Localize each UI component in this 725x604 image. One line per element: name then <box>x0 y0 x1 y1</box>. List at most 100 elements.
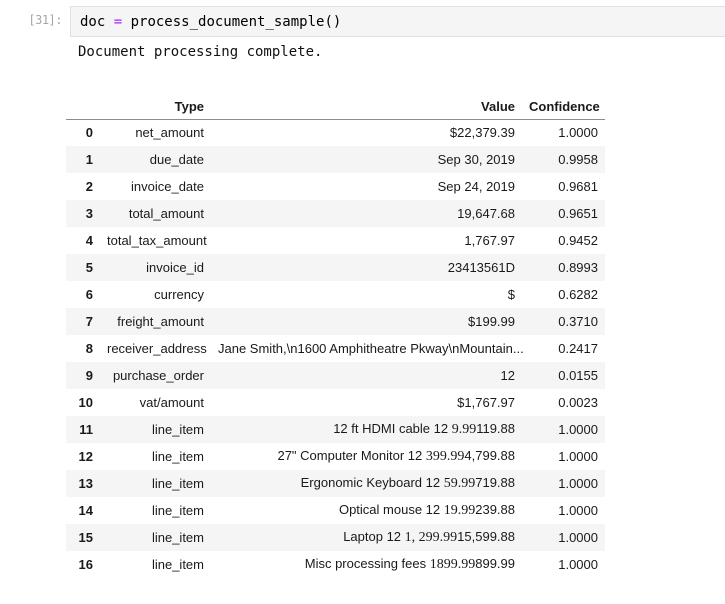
row-index-cell: 8 <box>85 341 93 356</box>
value-cell: $ <box>211 281 522 308</box>
value-cell: $1,767.97 <box>211 389 522 416</box>
type-cell: freight_amount <box>117 314 204 329</box>
row-index-cell: 1 <box>85 152 93 167</box>
value-cell: 12 ft HDMI cable 12 9.99119.88 <box>211 416 522 443</box>
confidence-cell: 0.9958 <box>558 152 598 167</box>
value-cell: 12 <box>211 362 522 389</box>
value-segment: 1,767.97 <box>464 233 515 248</box>
type-cell: due_date <box>149 152 204 167</box>
table-row: 16 line_item Misc processing fees 1899.998… <box>66 551 605 578</box>
value-segment: Laptop 12 <box>343 529 405 544</box>
table-row: 7 freight_amount $199.99 0.3710 <box>66 308 605 335</box>
confidence-cell: 1.0000 <box>558 422 598 437</box>
row-index-cell: 5 <box>85 260 93 275</box>
value-segment: Misc processing fees <box>304 556 430 571</box>
value-cell: Optical mouse 12 19.99239.88 <box>211 497 522 524</box>
value-segment: 1, 299.99 <box>404 530 458 545</box>
row-index-cell: 7 <box>85 314 93 329</box>
confidence-cell: 0.0155 <box>558 368 598 383</box>
value-segment: Sep 30, 2019 <box>437 152 515 167</box>
table-row: 9 purchase_order 12 0.0155 <box>66 362 605 389</box>
table-row: 12 line_item 27" Computer Monitor 12 399.9… <box>66 443 605 470</box>
row-index-cell: 2 <box>85 179 93 194</box>
value-cell: 19,647.68 <box>211 200 522 227</box>
value-segment: 239.88 <box>475 502 515 517</box>
value-segment: Optical mouse 12 <box>338 502 444 517</box>
table-row: 5 invoice_id 23413561D 0.8993 <box>66 254 605 281</box>
type-cell: line_item <box>151 503 204 518</box>
row-index-cell: 15 <box>78 530 93 545</box>
type-cell: purchase_order <box>112 368 204 383</box>
row-index-cell: 0 <box>85 125 93 141</box>
value-cell: Ergonomic Keyboard 12 59.99719.88 <box>211 470 522 497</box>
value-segment: $ <box>507 287 515 302</box>
value-segment: Jane Smith,\n1600 Amphitheatre Pkway\nMo… <box>218 341 524 356</box>
confidence-cell: 0.2417 <box>558 341 598 356</box>
value-cell: Laptop 12 1, 299.9915,599.88 <box>211 524 522 551</box>
value-segment: 719.88 <box>475 475 515 490</box>
table-row: 6 currency $0.6282 <box>66 281 605 308</box>
row-index-cell: 16 <box>78 557 93 572</box>
table-row: 11 line_item 12 ft HDMI cable 12 9.99119.8… <box>66 416 605 443</box>
row-index-cell: 10 <box>78 395 93 410</box>
type-cell: line_item <box>151 422 204 437</box>
type-cell: line_item <box>151 557 204 572</box>
stdout-output-text: Document processing complete. <box>78 44 323 60</box>
value-segment: 27" Computer Monitor 12 <box>277 448 426 463</box>
confidence-cell: 0.8993 <box>558 260 598 275</box>
value-segment: $199.99 <box>468 314 515 329</box>
code-input-cell[interactable]: doc = process_document_sample() <box>70 6 725 37</box>
value-segment: $22,379.39 <box>449 125 515 141</box>
confidence-cell: 0.9452 <box>558 233 598 248</box>
confidence-cell: 0.3710 <box>558 314 598 329</box>
value-segment: 59.99 <box>443 476 476 491</box>
confidence-cell: 1.0000 <box>558 476 598 491</box>
value-segment: 19,647.68 <box>457 206 515 221</box>
row-index-cell: 11 <box>79 422 93 437</box>
table-row: 1 due_date Sep 30, 2019 0.9958 <box>66 146 605 173</box>
confidence-cell: 0.9651 <box>558 206 598 221</box>
value-cell: 23413561D <box>211 254 522 281</box>
table-row: 10 vat/amount $1,767.97 0.0023 <box>66 389 605 416</box>
value-segment: 899.99 <box>475 556 515 571</box>
table-body: 0 net_amount $22,379.39 1.0000 1 due_date Sep … <box>66 119 605 578</box>
row-index-cell: 12 <box>78 449 93 464</box>
value-cell: Jane Smith,\n1600 Amphitheatre Pkway\nMo… <box>211 335 524 362</box>
results-table: Type Value Confidence 0 net_amount $22,379… <box>66 95 605 578</box>
table-row: 2 invoice_date Sep 24, 2019 0.9681 <box>66 173 605 200</box>
table-row: 3 total_amount 19,647.68 0.9651 <box>66 200 605 227</box>
type-cell: receiver_address <box>107 341 207 356</box>
value-segment: 119.88 <box>476 421 515 436</box>
row-index-cell: 6 <box>85 287 93 302</box>
table-row: 14 line_item Optical mouse 12 19.99239.88 1… <box>66 497 605 524</box>
value-cell: $22,379.39 <box>211 119 522 146</box>
type-cell: invoice_date <box>131 179 204 194</box>
confidence-cell: 0.0023 <box>558 395 598 410</box>
table-row: 0 net_amount $22,379.39 1.0000 <box>66 119 605 146</box>
type-cell: line_item <box>151 476 204 491</box>
type-cell: currency <box>154 287 204 302</box>
value-segment: 15,599.88 <box>457 529 515 544</box>
type-cell: total_tax_amount <box>107 233 207 248</box>
value-segment: 12 ft HDMI cable 12 <box>333 421 452 436</box>
confidence-cell: 1.0000 <box>558 557 598 572</box>
value-segment: 23413561D <box>447 260 515 275</box>
row-index-cell: 9 <box>85 368 93 383</box>
confidence-cell: 1.0000 <box>558 449 598 464</box>
value-segment: 399.99 <box>425 449 465 464</box>
dataframe-output: Type Value Confidence 0 net_amount $22,379… <box>66 95 605 578</box>
type-cell: vat/amount <box>139 395 204 410</box>
value-cell: Sep 24, 2019 <box>211 173 522 200</box>
value-cell: $199.99 <box>211 308 522 335</box>
code-token-text: doc <box>80 13 114 30</box>
column-header-value: Value <box>211 95 522 120</box>
table-header: Type Value Confidence <box>66 95 605 120</box>
row-index-cell: 13 <box>78 476 93 491</box>
value-segment: $1,767.97 <box>457 395 515 410</box>
value-segment: 1899.99 <box>429 557 476 572</box>
type-cell: invoice_id <box>146 260 204 275</box>
confidence-cell: 1.0000 <box>558 530 598 545</box>
code-token-operator: = <box>113 13 123 30</box>
table-row: 15 line_item Laptop 12 1, 299.9915,599.88 1… <box>66 524 605 551</box>
value-cell: 1,767.97 <box>211 227 522 254</box>
